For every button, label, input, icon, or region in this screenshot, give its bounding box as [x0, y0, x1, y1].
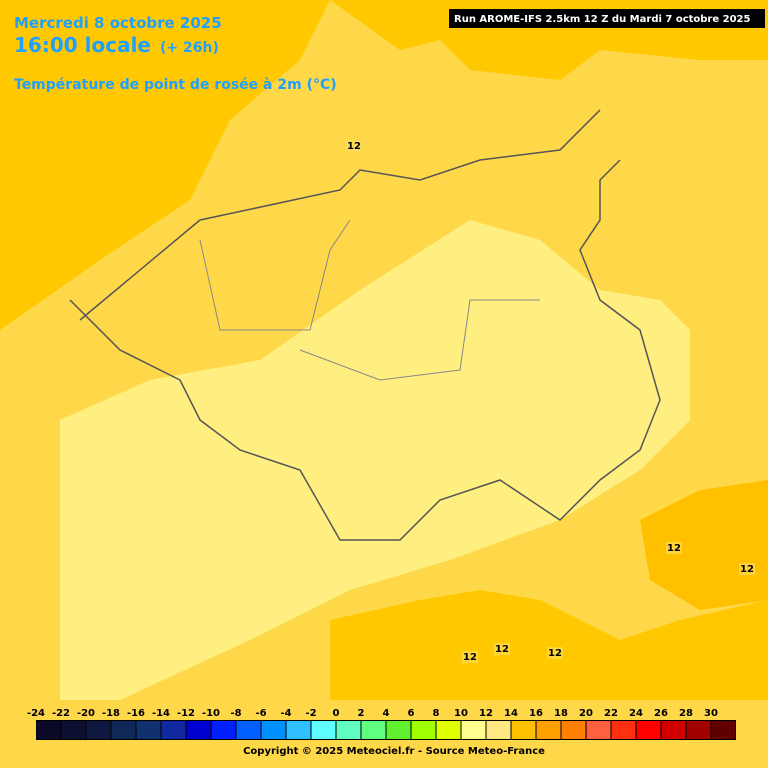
legend-swatch [486, 721, 511, 739]
legend-swatch [86, 721, 111, 739]
label-bg [494, 643, 510, 655]
legend-swatch [336, 721, 361, 739]
legend-tick: -8 [230, 708, 241, 719]
legend-swatch [261, 721, 286, 739]
legend-tick: 8 [433, 708, 440, 719]
legend-swatch [511, 721, 536, 739]
border [69, 159, 661, 541]
legend-tick: -24 [27, 708, 45, 719]
legend-swatch [711, 721, 736, 739]
legend-swatch [361, 721, 386, 739]
legend-swatch [236, 721, 261, 739]
contour-label: 12 [667, 543, 681, 554]
legend-tick: 6 [408, 708, 415, 719]
legend-tick: -4 [280, 708, 291, 719]
contour-label: 12 [347, 141, 361, 152]
copyright: Copyright © 2025 Meteociel.fr - Source M… [243, 746, 545, 757]
legend-tick: -6 [255, 708, 266, 719]
east-area [640, 480, 768, 610]
contour-label: 12 [548, 648, 562, 659]
legend-swatch [211, 721, 236, 739]
contour-label: 12 [495, 644, 509, 655]
legend-tick: -22 [52, 708, 70, 719]
legend-swatch [586, 721, 611, 739]
legend-swatch [311, 721, 336, 739]
parameter: Température de point de rosée à 2m (°C) [14, 77, 337, 93]
legend-tick: 28 [679, 708, 693, 719]
sea-area [0, 0, 330, 330]
legend-swatch [561, 721, 586, 739]
contour-label: 12 [740, 564, 754, 575]
legend-swatch [611, 721, 636, 739]
offset: (+ 26h) [160, 40, 219, 56]
date: Mercredi 8 octobre 2025 [14, 14, 222, 32]
legend-tick: 12 [479, 708, 493, 719]
legend-tick: 26 [654, 708, 668, 719]
legend-swatch [36, 721, 61, 739]
border [79, 109, 601, 321]
region-line [299, 299, 540, 381]
label-bg [666, 542, 682, 554]
label-bg [547, 647, 563, 659]
legend-swatch [636, 721, 661, 739]
legend-swatch [161, 721, 186, 739]
legend-swatch [686, 721, 711, 739]
legend-tick: -18 [102, 708, 120, 719]
contour-label: 12 [463, 652, 477, 663]
legend-tick: -16 [127, 708, 145, 719]
label-bg [739, 563, 755, 575]
legend-swatch [386, 721, 411, 739]
legend-swatch [286, 721, 311, 739]
run-box [449, 9, 765, 28]
legend-tick: 16 [529, 708, 543, 719]
run-info: Run AROME-IFS 2.5km 12 Z du Mardi 7 octo… [454, 14, 750, 25]
legend-tick: 18 [554, 708, 568, 719]
legend-tick: -10 [202, 708, 220, 719]
south-area [330, 590, 768, 700]
legend-swatch [661, 721, 686, 739]
legend-swatch [111, 721, 136, 739]
legend-tick: 30 [704, 708, 718, 719]
legend-tick: 4 [383, 708, 390, 719]
legend-swatch [411, 721, 436, 739]
legend-frame [36, 720, 736, 740]
legend-tick: -12 [177, 708, 195, 719]
legend-swatch [461, 721, 486, 739]
legend-swatch [136, 721, 161, 739]
legend-tick: 2 [358, 708, 365, 719]
legend-swatch [186, 721, 211, 739]
legend-tick: -20 [77, 708, 95, 719]
time: 16:00 locale [14, 33, 151, 57]
legend-tick: -14 [152, 708, 170, 719]
label-bg [346, 140, 362, 152]
legend-tick: 22 [604, 708, 618, 719]
legend-tick: 20 [579, 708, 593, 719]
legend-swatch [436, 721, 461, 739]
legend-swatch [61, 721, 86, 739]
region-line [199, 219, 351, 331]
legend-tick: 24 [629, 708, 643, 719]
legend-swatch [536, 721, 561, 739]
legend-tick: -2 [305, 708, 316, 719]
legend-tick: 10 [454, 708, 468, 719]
pale-area [60, 220, 690, 700]
label-bg [462, 651, 478, 663]
legend-tick: 0 [333, 708, 340, 719]
legend-tick: 14 [504, 708, 518, 719]
